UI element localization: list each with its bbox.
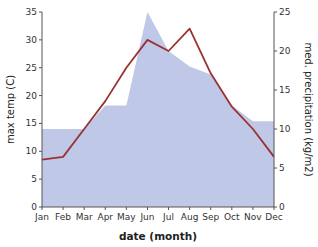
- x-tick: [105, 207, 106, 210]
- y2-tick: [274, 207, 277, 208]
- x-tick-label: Feb: [55, 212, 71, 222]
- x-tick-label: Dec: [265, 212, 282, 222]
- temperature-line: [42, 29, 274, 160]
- precipitation-area: [42, 12, 274, 207]
- x-axis-title: date (month): [119, 230, 197, 242]
- y2-tick: [274, 129, 277, 130]
- x-tick-label: Jun: [139, 212, 154, 222]
- y-tick-label: 20: [26, 91, 38, 101]
- axes: JanFebMarAprMayJunJulAugSepOctNovDec0510…: [26, 7, 291, 222]
- x-tick: [126, 207, 127, 210]
- y2-tick-label: 20: [279, 46, 291, 56]
- y-tick: [39, 12, 42, 13]
- x-tick: [231, 207, 232, 210]
- y-tick-label: 10: [26, 146, 38, 156]
- y-tick: [39, 151, 42, 152]
- y-tick-label: 30: [26, 35, 38, 45]
- page: {"chart_data": {"type": "line", "xlabel"…: [0, 0, 318, 247]
- x-tick-label: Apr: [97, 212, 113, 222]
- x-tick-label: May: [117, 212, 136, 222]
- y2-tick-label: 25: [279, 7, 290, 17]
- y-axis-title: max temp (C): [5, 75, 16, 144]
- y-tick-label: 0: [31, 202, 37, 212]
- marks: [42, 12, 274, 207]
- y-tick: [39, 179, 42, 180]
- x-tick: [252, 207, 253, 210]
- x-tick: [189, 207, 190, 210]
- y2-tick-label: 15: [279, 85, 290, 95]
- y-tick-label: 35: [26, 7, 37, 17]
- x-tick-label: Aug: [181, 212, 199, 222]
- y2-tick-label: 10: [279, 124, 291, 134]
- x-tick-label: Jul: [162, 212, 174, 222]
- y-tick: [39, 39, 42, 40]
- x-tick: [147, 207, 148, 210]
- chart: JanFebMarAprMayJunJulAugSepOctNovDec0510…: [0, 0, 318, 247]
- y-tick-label: 15: [26, 118, 37, 128]
- y-tick: [39, 123, 42, 124]
- y2-tick: [274, 168, 277, 169]
- y2-axis-title: med. precipitation (kg/m2): [303, 42, 314, 176]
- y2-tick: [274, 51, 277, 52]
- y-tick: [39, 95, 42, 96]
- y-tick: [39, 207, 42, 208]
- y-tick-label: 25: [26, 63, 37, 73]
- y-tick-label: 5: [31, 174, 37, 184]
- y-axis-line: [42, 12, 43, 207]
- x-axis-line: [42, 207, 274, 208]
- x-tick-label: Mar: [76, 212, 93, 222]
- y2-tick: [274, 90, 277, 91]
- x-tick-label: Jan: [34, 212, 49, 222]
- y2-tick-label: 5: [279, 163, 285, 173]
- x-tick: [210, 207, 211, 210]
- x-tick: [84, 207, 85, 210]
- x-tick-label: Oct: [224, 212, 240, 222]
- y2-axis-line: [274, 12, 275, 207]
- x-tick-label: Nov: [244, 212, 262, 222]
- x-tick: [168, 207, 169, 210]
- x-tick-label: Sep: [202, 212, 219, 222]
- x-tick: [63, 207, 64, 210]
- y2-tick-label: 0: [279, 202, 285, 212]
- y2-tick: [274, 12, 277, 13]
- y-tick: [39, 67, 42, 68]
